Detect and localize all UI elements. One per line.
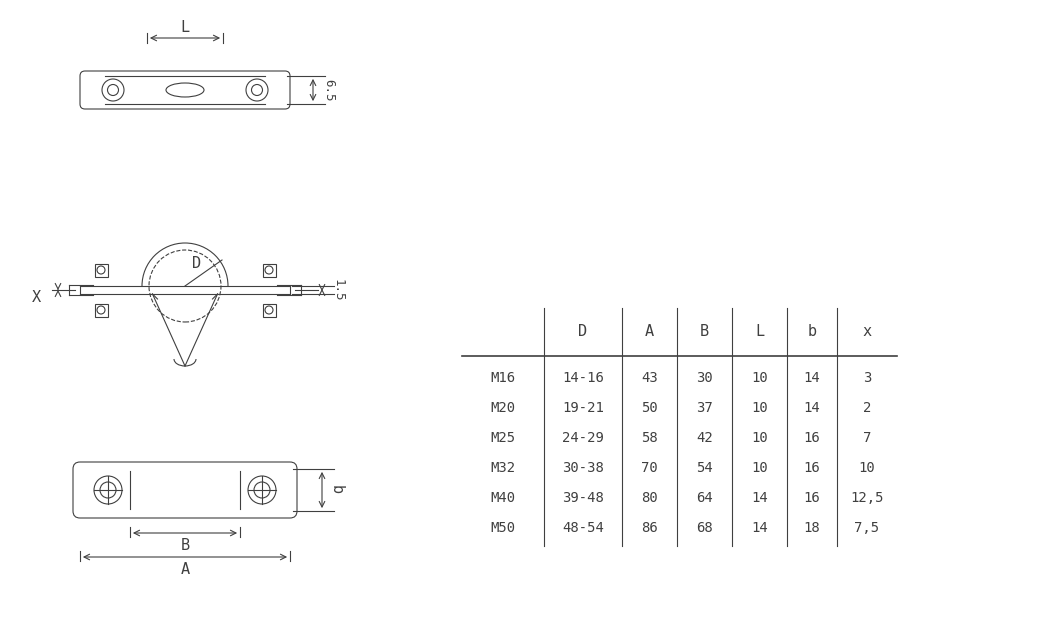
Text: 7,5: 7,5	[854, 521, 880, 535]
Text: 2: 2	[863, 401, 871, 415]
Text: X: X	[32, 290, 41, 306]
Text: 50: 50	[641, 401, 658, 415]
Text: B: B	[700, 324, 709, 339]
Text: M16: M16	[491, 371, 516, 385]
Text: M25: M25	[491, 431, 516, 445]
FancyBboxPatch shape	[73, 462, 297, 518]
Text: B: B	[181, 537, 189, 553]
Text: 16: 16	[804, 431, 821, 445]
Text: 54: 54	[696, 461, 713, 475]
Text: 16: 16	[804, 461, 821, 475]
Text: A: A	[645, 324, 654, 339]
Text: 16: 16	[804, 491, 821, 505]
Text: 14: 14	[804, 401, 821, 415]
Text: 58: 58	[641, 431, 658, 445]
Text: 70: 70	[641, 461, 658, 475]
Text: D: D	[192, 256, 202, 272]
Text: x: x	[863, 324, 871, 339]
Text: 86: 86	[641, 521, 658, 535]
Text: 80: 80	[641, 491, 658, 505]
Text: 43: 43	[641, 371, 658, 385]
Text: 24-29: 24-29	[562, 431, 604, 445]
Text: 48-54: 48-54	[562, 521, 604, 535]
Text: A: A	[181, 561, 189, 576]
Text: 10: 10	[751, 461, 768, 475]
Text: 14: 14	[751, 491, 768, 505]
Text: 19-21: 19-21	[562, 401, 604, 415]
Text: 37: 37	[696, 401, 713, 415]
Text: 10: 10	[859, 461, 875, 475]
Text: 42: 42	[696, 431, 713, 445]
Text: 64: 64	[696, 491, 713, 505]
Text: b: b	[329, 485, 344, 495]
Text: 12,5: 12,5	[850, 491, 884, 505]
Text: D: D	[578, 324, 588, 339]
FancyBboxPatch shape	[80, 71, 290, 109]
Text: 14: 14	[751, 521, 768, 535]
Text: 68: 68	[696, 521, 713, 535]
Text: 30-38: 30-38	[562, 461, 604, 475]
Text: M20: M20	[491, 401, 516, 415]
Text: L: L	[755, 324, 764, 339]
Text: 3: 3	[863, 371, 871, 385]
Text: 6.5: 6.5	[323, 79, 335, 102]
Text: 30: 30	[696, 371, 713, 385]
Text: M40: M40	[491, 491, 516, 505]
Text: 10: 10	[751, 371, 768, 385]
Text: 18: 18	[804, 521, 821, 535]
Text: 39-48: 39-48	[562, 491, 604, 505]
Text: 10: 10	[751, 431, 768, 445]
Text: 7: 7	[863, 431, 871, 445]
Text: 10: 10	[751, 401, 768, 415]
Text: L: L	[181, 20, 189, 35]
Text: b: b	[807, 324, 817, 339]
Text: 1.5: 1.5	[331, 279, 345, 301]
Text: 14-16: 14-16	[562, 371, 604, 385]
Text: M32: M32	[491, 461, 516, 475]
Text: 14: 14	[804, 371, 821, 385]
Text: M50: M50	[491, 521, 516, 535]
